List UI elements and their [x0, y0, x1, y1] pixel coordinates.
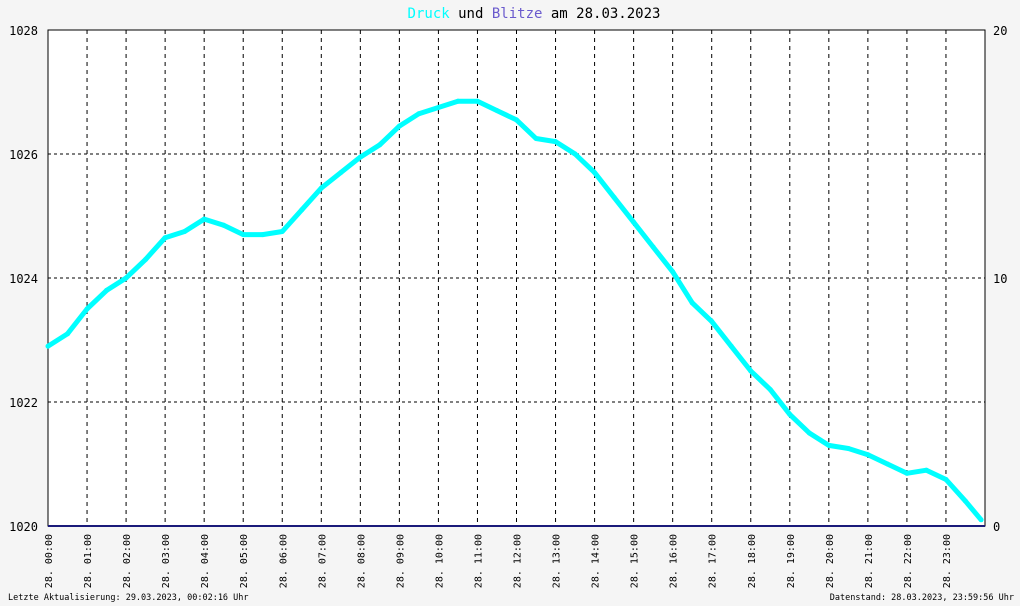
data-point [943, 477, 949, 482]
x-tick-label: 28. 01:00 [83, 534, 94, 588]
data-point [904, 470, 910, 476]
data-point [240, 232, 246, 238]
data-point [84, 306, 90, 312]
chart-title: Druck und Blitze am 28.03.2023 [408, 6, 661, 22]
data-point [318, 185, 324, 191]
data-point [221, 222, 227, 228]
x-tick-label: 28. 10:00 [434, 534, 445, 588]
x-tick-label: 28. 09:00 [395, 534, 406, 588]
data-point [650, 244, 656, 250]
data-point [978, 517, 984, 523]
data-point [709, 318, 715, 324]
data-point [787, 411, 793, 417]
data-point [670, 269, 676, 275]
data-point [572, 151, 578, 157]
title-part-3: am 28.03.2023 [542, 6, 660, 22]
data-point [631, 219, 637, 225]
data-point [123, 275, 129, 281]
data-point [962, 498, 968, 504]
data-point [260, 232, 266, 238]
x-tick-label: 28. 06:00 [278, 534, 289, 588]
data-point [533, 136, 539, 141]
data-point [162, 235, 168, 241]
x-tick-label: 28. 17:00 [708, 534, 719, 588]
x-tick-label: 28. 00:00 [44, 534, 55, 588]
data-point [416, 111, 422, 117]
data-point [689, 300, 695, 306]
data-point [357, 154, 363, 160]
x-tick-label: 28. 14:00 [591, 534, 602, 588]
data-point [455, 98, 461, 104]
data-point [728, 343, 734, 349]
x-tick-label: 28. 21:00 [864, 534, 875, 588]
data-point [611, 194, 617, 200]
axis-labels: 28. 00:00 28. 01:00 28. 02:00 28. 03:00 28. … [9, 24, 1007, 588]
x-tick-label: 28. 16:00 [669, 534, 680, 588]
data-point [435, 105, 441, 110]
x-tick-label: 28. 11:00 [473, 534, 484, 588]
x-tick-label: 28. 02:00 [122, 534, 133, 588]
data-point [299, 207, 305, 213]
x-tick-label: 28. 20:00 [825, 534, 836, 588]
y-right-tick-label: 0 [993, 520, 1000, 534]
x-tick-label: 28. 18:00 [747, 534, 758, 588]
series-layer [45, 98, 985, 527]
x-tick-label: 28. 12:00 [513, 534, 524, 588]
data-point [884, 461, 890, 467]
y-left-tick-label: 1020 [9, 520, 38, 534]
y-left-tick-label: 1024 [9, 272, 38, 286]
last-update-footer: Letzte Aktualisierung: 29.03.2023, 00:02… [8, 593, 249, 603]
data-point [553, 139, 559, 145]
data-point [826, 442, 832, 448]
data-point [923, 467, 929, 473]
x-tick-label: 28. 13:00 [552, 534, 563, 588]
x-tick-label: 28. 19:00 [786, 534, 797, 588]
x-tick-label: 28. 07:00 [317, 534, 328, 588]
data-point [514, 117, 519, 123]
x-tick-label: 28. 04:00 [200, 534, 211, 588]
data-point [143, 256, 149, 262]
title-part-1: und [450, 6, 492, 22]
x-tick-label: 28. 15:00 [630, 534, 641, 588]
data-point [748, 368, 754, 374]
data-point [104, 287, 110, 293]
x-tick-label: 28. 05:00 [239, 534, 250, 588]
data-point [845, 446, 851, 451]
data-point [806, 430, 812, 436]
data-point [592, 170, 598, 176]
title-part-0: Druck [408, 6, 451, 22]
data-point [767, 387, 773, 393]
y-right-tick-label: 10 [993, 272, 1007, 286]
data-point [45, 343, 51, 349]
data-status-footer: Datenstand: 28.03.2023, 23:59:56 Uhr [829, 593, 1014, 603]
title-part-2: Blitze [492, 6, 543, 22]
data-point [279, 229, 285, 234]
data-point [494, 108, 500, 114]
y-left-tick-label: 1022 [9, 396, 38, 410]
data-point [377, 142, 383, 148]
data-point [396, 123, 402, 129]
x-tick-label: 28. 22:00 [903, 534, 914, 588]
data-point [65, 331, 71, 337]
data-point [865, 452, 871, 458]
x-tick-label: 28. 08:00 [356, 534, 367, 588]
x-tick-label: 28. 23:00 [942, 534, 953, 588]
data-point [338, 170, 344, 176]
y-right-tick-label: 20 [993, 24, 1007, 38]
data-point [474, 98, 480, 104]
data-point [182, 229, 188, 234]
data-point [201, 216, 207, 222]
y-left-tick-label: 1028 [9, 24, 38, 38]
grid-lines [48, 30, 985, 526]
x-tick-label: 28. 03:00 [161, 534, 172, 588]
y-left-tick-label: 1026 [9, 148, 38, 162]
